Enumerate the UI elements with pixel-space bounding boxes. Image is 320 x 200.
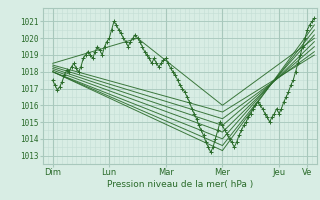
X-axis label: Pression niveau de la mer( hPa ): Pression niveau de la mer( hPa ) <box>107 180 253 189</box>
